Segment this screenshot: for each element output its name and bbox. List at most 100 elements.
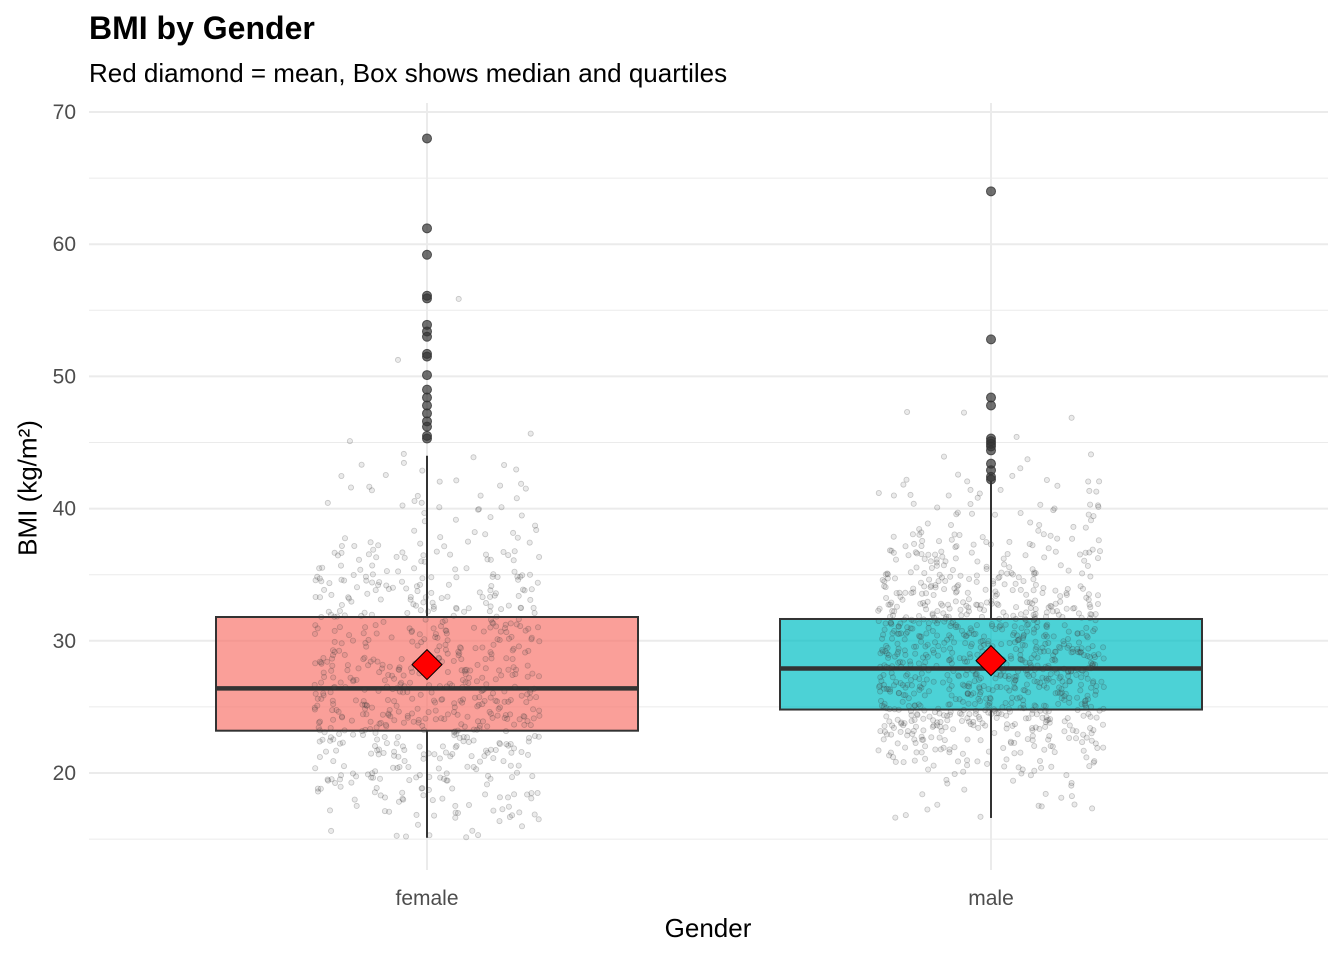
jitter-point (916, 526, 923, 533)
jitter-point (1017, 656, 1024, 663)
jitter-point (375, 542, 382, 549)
jitter-point (451, 729, 458, 736)
jitter-point (911, 716, 918, 723)
jitter-point (393, 685, 400, 692)
jitter-point (877, 728, 884, 735)
jitter-point (447, 753, 454, 760)
jitter-point (342, 684, 349, 691)
jitter-point (890, 754, 897, 761)
jitter-point (449, 682, 456, 689)
jitter-point (934, 632, 941, 639)
jitter-point (1032, 724, 1039, 731)
jitter-point (1068, 793, 1075, 800)
jitter-point (341, 612, 348, 619)
jitter-point (1031, 571, 1038, 578)
jitter-point (887, 620, 894, 627)
jitter-point (1085, 596, 1092, 603)
jitter-point (1100, 721, 1107, 728)
jitter-point (946, 656, 953, 663)
jitter-point (938, 548, 945, 555)
jitter-point (879, 577, 886, 584)
jitter-point (1044, 677, 1051, 684)
jitter-point (952, 589, 959, 596)
jitter-point (971, 678, 978, 685)
jitter-point (1050, 507, 1057, 514)
jitter-point (894, 716, 901, 723)
jitter-point (314, 695, 321, 702)
jitter-point (382, 721, 389, 728)
jitter-point (945, 601, 952, 608)
jitter-point (1097, 548, 1104, 555)
jitter-point (369, 770, 376, 777)
jitter-point (331, 649, 338, 656)
jitter-point (421, 509, 428, 516)
jitter-point (981, 607, 988, 614)
jitter-point (1061, 665, 1068, 672)
jitter-point (1054, 482, 1061, 489)
jitter-point (1005, 705, 1012, 712)
jitter-point (881, 700, 888, 707)
jitter-point (396, 688, 403, 695)
jitter-point (399, 502, 406, 509)
jitter-point (1031, 651, 1038, 658)
jitter-point (1058, 695, 1065, 702)
jitter-point (465, 674, 472, 681)
jitter-point (314, 785, 321, 792)
jitter-point (1075, 610, 1082, 617)
jitter-point (482, 747, 489, 754)
jitter-point (1095, 651, 1102, 658)
jitter-point (889, 630, 896, 637)
jitter-point (1043, 717, 1050, 724)
jitter-point (960, 768, 967, 775)
jitter-point (332, 780, 339, 787)
jitter-point (358, 461, 365, 468)
jitter-point (430, 697, 437, 704)
jitter-point (1069, 648, 1076, 655)
jitter-point (316, 738, 323, 745)
jitter-point (510, 557, 517, 564)
jitter-point (917, 703, 924, 710)
jitter-point (1010, 612, 1017, 619)
jitter-point (417, 540, 424, 547)
jitter-point (953, 622, 960, 629)
jitter-point (420, 727, 427, 734)
jitter-point (438, 595, 445, 602)
jitter-point (327, 734, 334, 741)
jitter-point (959, 698, 966, 705)
jitter-point (1041, 702, 1048, 709)
jitter-point (1032, 606, 1039, 613)
jitter-point (1054, 608, 1061, 615)
jitter-point (888, 731, 895, 738)
jitter-point (1040, 633, 1047, 640)
jitter-point (954, 583, 961, 590)
jitter-point (991, 730, 998, 737)
jitter-point (1058, 686, 1065, 693)
jitter-point (937, 719, 944, 726)
jitter-point (893, 679, 900, 686)
jitter-point (432, 634, 439, 641)
jitter-point (1087, 501, 1094, 508)
jitter-point (496, 667, 503, 674)
jitter-point (1031, 678, 1038, 685)
jitter-point (509, 656, 516, 663)
jitter-point (1084, 675, 1091, 682)
jitter-point (896, 658, 903, 665)
jitter-point (418, 639, 425, 646)
jitter-point (394, 734, 401, 741)
jitter-point (498, 504, 505, 511)
jitter-point (333, 707, 340, 714)
jitter-point (489, 619, 496, 626)
jitter-point (1042, 723, 1049, 730)
jitter-point (881, 583, 888, 590)
jitter-point (1061, 728, 1068, 735)
jitter-point (350, 678, 357, 685)
jitter-point (920, 727, 927, 734)
jitter-point (973, 671, 980, 678)
jitter-point (921, 570, 928, 577)
jitter-point (926, 688, 933, 695)
jitter-point (965, 604, 972, 611)
jitter-point (918, 579, 925, 586)
jitter-point (964, 589, 971, 596)
jitter-point (536, 638, 543, 645)
